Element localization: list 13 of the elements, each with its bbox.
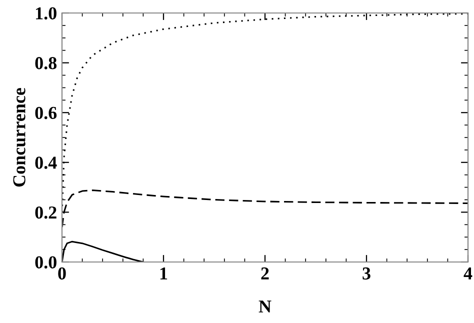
x-tick-label: 2 [261, 267, 269, 280]
x-axis-title: N [258, 300, 272, 312]
x-tick-label: 1 [160, 267, 168, 280]
y-tick-label: 0.2 [35, 206, 56, 219]
y-tick-label: 0.4 [35, 156, 57, 169]
y-tick-label: 0.8 [35, 57, 57, 70]
y-tick-label: 0.0 [35, 256, 56, 269]
y-axis-title: Concurrence [13, 88, 26, 187]
x-tick-label: 0 [58, 267, 66, 280]
x-tick-label: 4 [464, 268, 472, 280]
y-tick-label: 1.0 [36, 7, 56, 20]
x-tick-label: 3 [362, 267, 370, 280]
y-tick-label: 0.6 [35, 106, 57, 120]
